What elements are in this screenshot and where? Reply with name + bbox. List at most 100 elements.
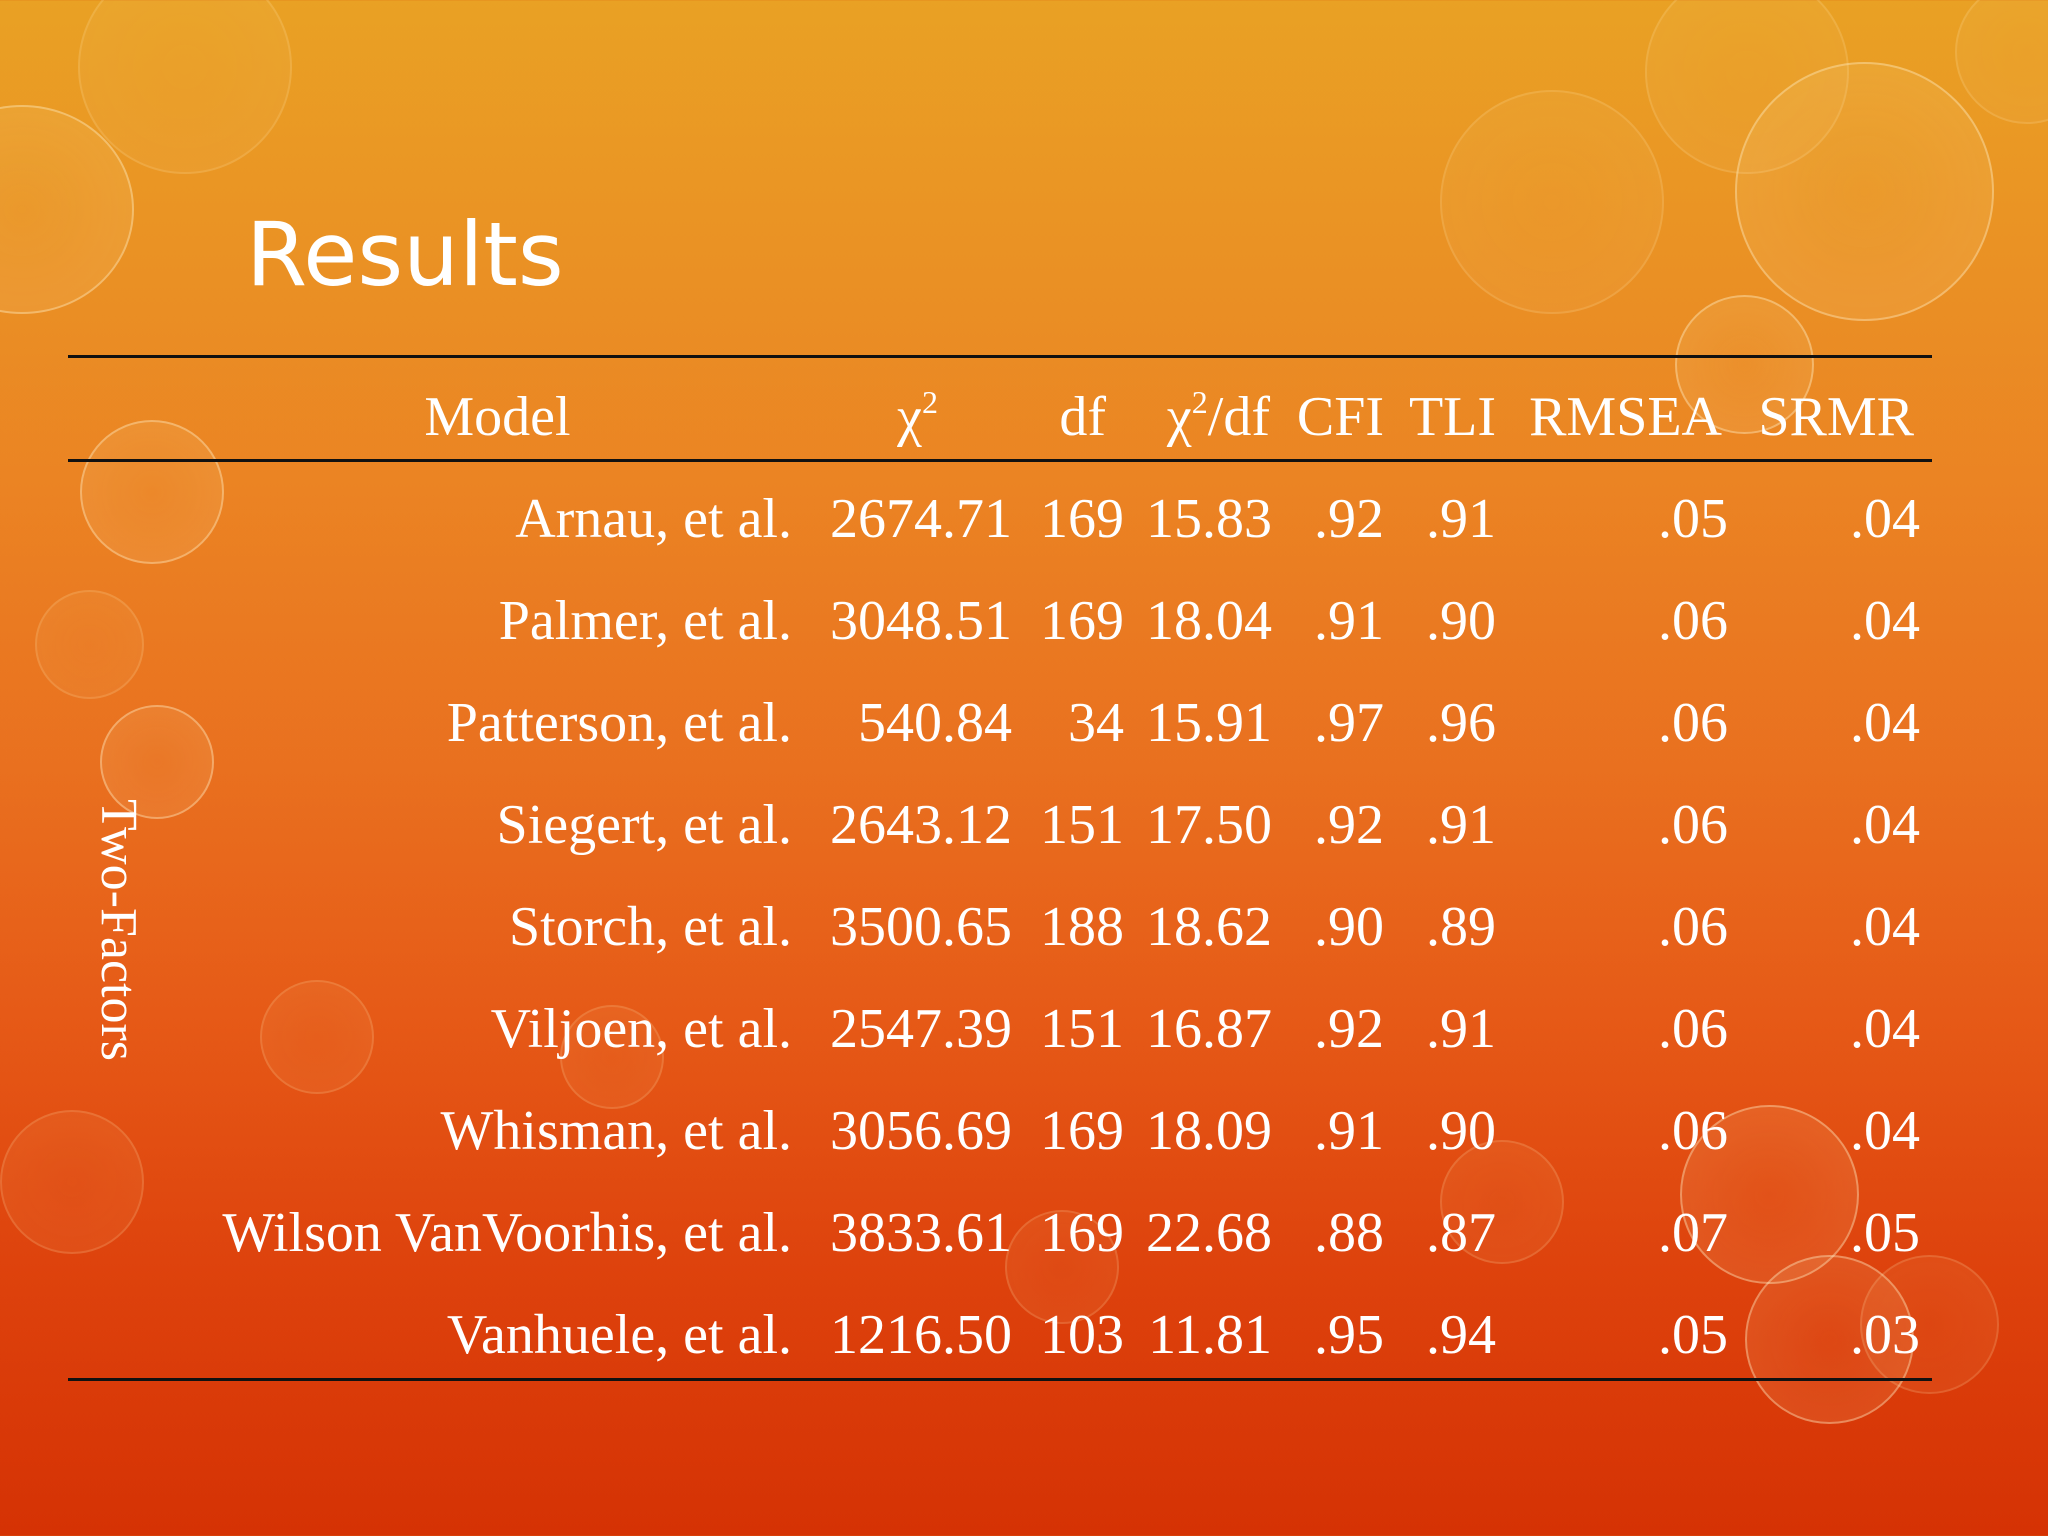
cell-chi-square-df: 11.81 bbox=[1148, 1304, 1272, 1366]
cell-rmsea: .05 bbox=[1658, 1304, 1728, 1366]
cell-tli: .90 bbox=[1426, 1100, 1496, 1162]
cell-srmr: .04 bbox=[1850, 794, 1920, 856]
cell-cfi: .92 bbox=[1314, 794, 1384, 856]
cell-chi-square: 3056.69 bbox=[830, 1100, 1012, 1162]
cell-df: 169 bbox=[1040, 590, 1124, 652]
table-row: Arnau, et al. 2674.71 169 15.83 .92 .91 … bbox=[0, 468, 2048, 570]
cell-chi-square-df: 18.09 bbox=[1146, 1100, 1272, 1162]
cell-model: Wilson VanVoorhis, et al. bbox=[222, 1202, 792, 1264]
cell-chi-square: 3833.61 bbox=[830, 1202, 1012, 1264]
table-row: Whisman, et al. 3056.69 169 18.09 .91 .9… bbox=[0, 1080, 2048, 1182]
cell-chi-square-df: 18.04 bbox=[1146, 590, 1272, 652]
cell-model: Storch, et al. bbox=[508, 896, 792, 958]
header-chi-square-exponent: 2 bbox=[922, 384, 938, 420]
header-chi-square-df-symbol: χ bbox=[1166, 386, 1192, 448]
cell-rmsea: .06 bbox=[1658, 590, 1728, 652]
cell-rmsea: .06 bbox=[1658, 998, 1728, 1060]
cell-tli: .91 bbox=[1426, 794, 1496, 856]
cell-srmr: .04 bbox=[1850, 998, 1920, 1060]
cell-cfi: .95 bbox=[1314, 1304, 1384, 1366]
cell-chi-square: 2547.39 bbox=[830, 998, 1012, 1060]
cell-tli: .96 bbox=[1426, 692, 1496, 754]
cell-df: 103 bbox=[1040, 1304, 1124, 1366]
cell-rmsea: .05 bbox=[1658, 488, 1728, 550]
header-srmr: SRMR bbox=[1758, 386, 1914, 448]
cell-chi-square: 3048.51 bbox=[830, 590, 1012, 652]
cell-tli: .91 bbox=[1426, 488, 1496, 550]
cell-cfi: .92 bbox=[1314, 488, 1384, 550]
cell-cfi: .91 bbox=[1314, 1100, 1384, 1162]
group-label: Two-Factors bbox=[90, 798, 147, 1062]
cell-tli: .89 bbox=[1426, 896, 1496, 958]
header-chi-square-df: χ2/df bbox=[1120, 366, 1270, 468]
cell-model: Whisman, et al. bbox=[440, 1100, 792, 1162]
cell-rmsea: .06 bbox=[1658, 896, 1728, 958]
slide-title: Results bbox=[246, 203, 564, 306]
cell-srmr: .04 bbox=[1850, 1100, 1920, 1162]
cell-cfi: .92 bbox=[1314, 998, 1384, 1060]
table-row: Vanhuele, et al. 1216.50 103 11.81 .95 .… bbox=[0, 1284, 2048, 1386]
cell-srmr: .04 bbox=[1850, 590, 1920, 652]
cell-chi-square: 3500.65 bbox=[830, 896, 1012, 958]
bokeh-circle bbox=[78, 0, 292, 174]
cell-df: 151 bbox=[1040, 998, 1124, 1060]
cell-chi-square-df: 17.50 bbox=[1146, 794, 1272, 856]
cell-tli: .87 bbox=[1426, 1202, 1496, 1264]
table-row: Storch, et al. 3500.65 188 18.62 .90 .89… bbox=[0, 876, 2048, 978]
cell-rmsea: .06 bbox=[1658, 1100, 1728, 1162]
cell-srmr: .04 bbox=[1850, 896, 1920, 958]
cell-df: 169 bbox=[1040, 1202, 1124, 1264]
cell-srmr: .05 bbox=[1850, 1202, 1920, 1264]
cell-cfi: .97 bbox=[1314, 692, 1384, 754]
cell-tli: .94 bbox=[1426, 1304, 1496, 1366]
table-row: Siegert, et al. 2643.12 151 17.50 .92 .9… bbox=[0, 774, 2048, 876]
table-header-row: Model χ2 df χ2/df CFI TLI RMSEA SRMR bbox=[0, 366, 2048, 468]
cell-df: 169 bbox=[1040, 488, 1124, 550]
table-header-rule bbox=[68, 459, 1932, 462]
header-cfi: CFI bbox=[1296, 386, 1384, 448]
cell-model: Vanhuele, et al. bbox=[446, 1304, 792, 1366]
cell-df: 34 bbox=[1068, 692, 1124, 754]
cell-tli: .90 bbox=[1426, 590, 1496, 652]
cell-chi-square: 1216.50 bbox=[830, 1304, 1012, 1366]
cell-cfi: .91 bbox=[1314, 590, 1384, 652]
header-chi-square-df-exponent: 2 bbox=[1191, 384, 1208, 420]
cell-rmsea: .07 bbox=[1658, 1202, 1728, 1264]
table-top-rule bbox=[68, 355, 1932, 358]
bokeh-circle bbox=[0, 105, 134, 314]
cell-model: Arnau, et al. bbox=[515, 488, 792, 550]
cell-srmr: .04 bbox=[1850, 692, 1920, 754]
header-chi-square-symbol: χ bbox=[897, 386, 922, 448]
cell-model: Patterson, et al. bbox=[446, 692, 792, 754]
cell-df: 188 bbox=[1040, 896, 1124, 958]
header-tli: TLI bbox=[1408, 386, 1496, 448]
header-chi-square: χ2 bbox=[820, 366, 938, 468]
cell-df: 151 bbox=[1040, 794, 1124, 856]
table-row: Viljoen, et al. 2547.39 151 16.87 .92 .9… bbox=[0, 978, 2048, 1080]
bokeh-circle bbox=[1440, 90, 1664, 314]
cell-chi-square-df: 22.68 bbox=[1146, 1202, 1272, 1264]
cell-cfi: .88 bbox=[1314, 1202, 1384, 1264]
cell-df: 169 bbox=[1040, 1100, 1124, 1162]
cell-srmr: .03 bbox=[1850, 1304, 1920, 1366]
cell-chi-square-df: 15.83 bbox=[1146, 488, 1272, 550]
cell-model: Palmer, et al. bbox=[498, 590, 792, 652]
header-df: df bbox=[1059, 386, 1106, 448]
header-rmsea: RMSEA bbox=[1529, 386, 1722, 448]
cell-chi-square: 540.84 bbox=[858, 692, 1012, 754]
cell-chi-square: 2643.12 bbox=[830, 794, 1012, 856]
cell-rmsea: .06 bbox=[1658, 692, 1728, 754]
header-model: Model bbox=[424, 386, 571, 448]
header-chi-square-df-suffix: /df bbox=[1207, 386, 1270, 448]
cell-chi-square-df: 16.87 bbox=[1146, 998, 1272, 1060]
table-row: Wilson VanVoorhis, et al. 3833.61 169 22… bbox=[0, 1182, 2048, 1284]
cell-model: Viljoen, et al. bbox=[490, 998, 792, 1060]
table-bottom-rule bbox=[68, 1378, 1932, 1381]
table-row: Palmer, et al. 3048.51 169 18.04 .91 .90… bbox=[0, 570, 2048, 672]
cell-rmsea: .06 bbox=[1658, 794, 1728, 856]
bokeh-circle bbox=[1645, 0, 1849, 174]
table-row: Patterson, et al. 540.84 34 15.91 .97 .9… bbox=[0, 672, 2048, 774]
bokeh-circle bbox=[1735, 62, 1994, 321]
bokeh-circle bbox=[1955, 0, 2048, 124]
cell-model: Siegert, et al. bbox=[496, 794, 792, 856]
